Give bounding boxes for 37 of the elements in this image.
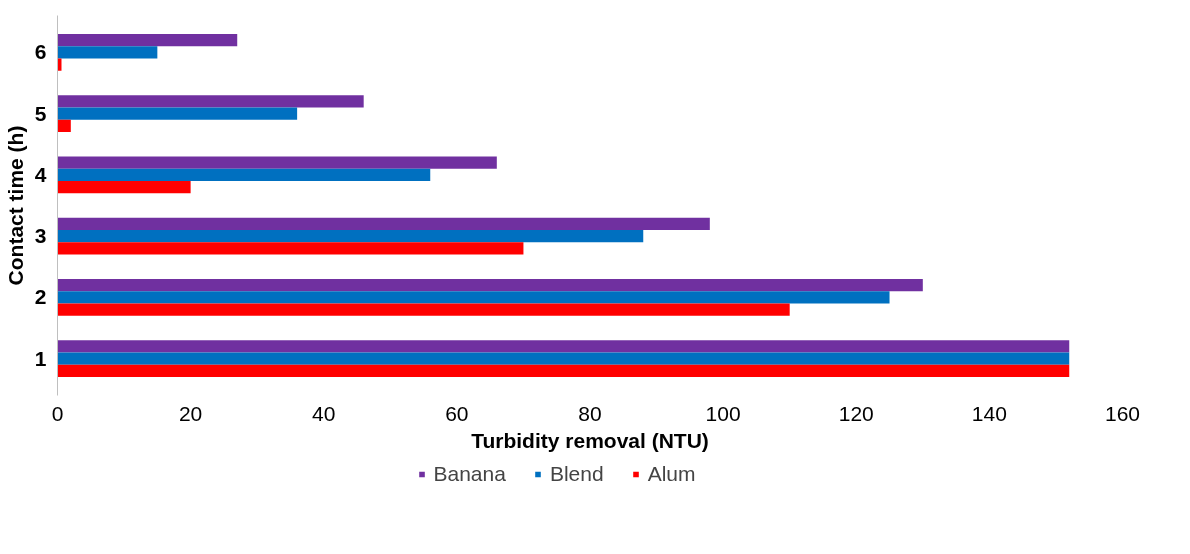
legend-label: Alum [647,462,696,486]
x-tick-label: 160 [1104,401,1141,425]
bar [57,230,644,243]
bar [57,46,158,59]
legend-label: Blend [549,462,604,486]
y-tick-label: 6 [34,40,47,64]
bar [57,119,71,132]
x-axis-title: Turbidity removal (NTU) [471,428,709,452]
y-tick-label: 1 [34,346,47,370]
x-tick-label: 20 [178,401,203,425]
bar [57,33,238,47]
bar [57,303,790,316]
bar [57,242,524,255]
bar [57,364,1070,378]
bar [57,340,1070,353]
bar [57,352,1070,365]
bar [57,291,890,304]
bar [57,168,431,181]
y-tick-label: 5 [34,101,47,125]
legend-label: Banana [433,462,506,486]
x-tick-label: 80 [578,401,602,425]
bar [57,279,923,292]
bar [57,217,710,231]
bar [57,156,497,169]
y-tick-label: 4 [34,162,47,186]
y-tick-label: 3 [34,224,47,248]
x-tick-label: 40 [312,401,336,425]
y-tick-label: 2 [34,285,47,309]
bar [57,95,364,108]
x-tick-label: 60 [445,401,469,425]
x-tick-label: 100 [705,401,741,425]
bar [57,180,191,194]
x-tick-label: 0 [51,401,64,425]
y-axis-title: Contact time (h) [3,125,27,286]
bar [57,107,298,120]
x-tick-label: 120 [838,401,874,425]
x-tick-label: 140 [971,401,1007,425]
